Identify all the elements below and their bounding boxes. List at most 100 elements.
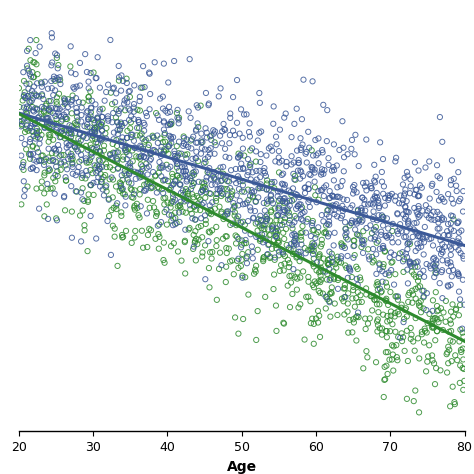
Point <box>219 235 227 243</box>
Point <box>165 120 173 128</box>
Point <box>437 237 444 244</box>
Point <box>407 324 414 332</box>
Point <box>306 203 314 211</box>
Point <box>215 265 223 273</box>
Point <box>176 218 183 226</box>
Point <box>192 256 200 264</box>
Point <box>87 181 94 189</box>
Point <box>340 144 347 152</box>
Point <box>19 97 27 104</box>
Point <box>189 182 196 190</box>
Point <box>379 242 387 250</box>
Point <box>322 182 330 189</box>
Point <box>102 183 109 191</box>
Point <box>180 167 187 175</box>
Point <box>223 233 230 240</box>
Point <box>172 214 179 222</box>
Point <box>73 125 81 133</box>
Point <box>73 108 81 116</box>
Point <box>326 255 333 263</box>
Point <box>460 255 467 263</box>
Point <box>280 195 287 202</box>
Point <box>214 167 222 174</box>
Point <box>114 165 122 173</box>
Point <box>376 285 384 292</box>
Point <box>167 135 175 143</box>
Point <box>398 337 406 345</box>
Point <box>319 218 327 225</box>
Point <box>253 167 260 175</box>
Point <box>281 184 288 191</box>
Point <box>417 234 424 241</box>
Point <box>340 167 347 175</box>
Point <box>423 328 430 336</box>
Point <box>452 305 460 313</box>
Point <box>309 227 317 234</box>
Point <box>429 315 437 323</box>
Point <box>320 255 328 263</box>
Point <box>290 196 298 203</box>
Point <box>341 219 349 226</box>
Point <box>207 190 214 198</box>
Point <box>281 114 288 121</box>
Point <box>264 250 272 258</box>
Point <box>410 204 418 212</box>
Point <box>38 152 46 159</box>
Point <box>202 188 210 196</box>
Point <box>127 167 134 175</box>
Point <box>66 141 73 149</box>
Point <box>433 266 440 274</box>
Point <box>437 304 445 312</box>
Point <box>374 237 382 245</box>
Point <box>57 80 64 88</box>
Point <box>263 186 270 193</box>
Point <box>383 312 391 320</box>
Point <box>352 218 359 226</box>
Point <box>21 128 29 136</box>
Point <box>53 105 61 113</box>
Point <box>369 216 377 223</box>
Point <box>405 292 412 299</box>
Point <box>354 309 362 316</box>
Point <box>82 142 90 150</box>
Point <box>138 84 146 91</box>
Point <box>326 265 333 273</box>
Point <box>292 250 300 258</box>
Point <box>160 118 168 126</box>
Point <box>401 215 409 222</box>
Point <box>390 281 398 288</box>
Point <box>75 158 83 165</box>
Point <box>127 185 135 192</box>
Point <box>423 211 430 219</box>
Point <box>323 270 331 278</box>
Point <box>302 150 310 157</box>
Point <box>173 153 181 161</box>
Point <box>366 315 374 322</box>
Point <box>79 99 87 107</box>
Point <box>96 135 104 142</box>
Point <box>454 219 462 227</box>
Point <box>128 239 136 246</box>
Point <box>119 77 127 85</box>
Point <box>104 217 111 225</box>
Point <box>341 205 348 213</box>
Point <box>447 259 454 266</box>
Point <box>124 99 131 106</box>
Point <box>49 156 57 164</box>
Point <box>86 156 94 164</box>
Point <box>311 191 319 199</box>
Point <box>373 296 381 303</box>
Point <box>92 146 100 154</box>
Point <box>202 89 210 97</box>
Point <box>175 138 183 146</box>
Point <box>373 282 380 289</box>
Point <box>361 237 368 244</box>
Point <box>46 106 53 114</box>
Point <box>96 106 104 113</box>
Point <box>444 231 452 239</box>
Point <box>310 226 318 234</box>
Point <box>95 129 102 137</box>
Point <box>160 126 168 133</box>
Point <box>431 314 439 322</box>
Point <box>124 176 131 183</box>
